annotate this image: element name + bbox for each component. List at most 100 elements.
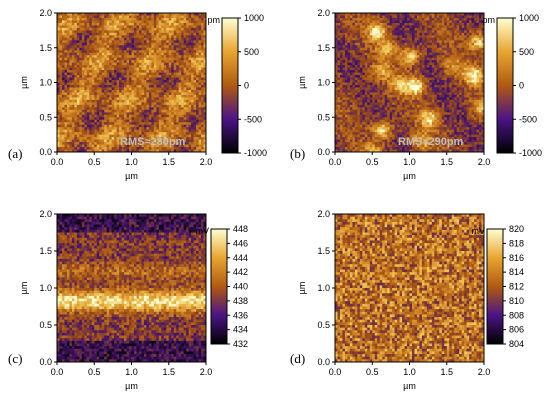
pixel	[156, 122, 160, 126]
pixel	[79, 114, 83, 118]
pixel	[357, 35, 361, 39]
pixel	[86, 35, 90, 39]
pixel	[446, 65, 450, 69]
pixel	[69, 104, 73, 108]
pixel	[161, 132, 165, 136]
pixel	[364, 67, 368, 71]
pixel	[183, 15, 187, 19]
pixel	[61, 82, 65, 86]
pixel	[106, 124, 110, 128]
pixel	[367, 13, 371, 16]
pixel	[186, 50, 190, 54]
pixel	[158, 30, 162, 34]
pixel	[471, 30, 475, 34]
pixel	[148, 47, 152, 51]
pixel	[161, 82, 165, 86]
pixel	[426, 52, 430, 56]
pixel	[148, 72, 152, 76]
pixel	[404, 15, 408, 19]
pixel	[57, 50, 60, 54]
pixel	[201, 109, 204, 113]
pixel	[104, 124, 108, 128]
pixel	[143, 55, 147, 59]
pixel	[424, 50, 428, 54]
pixel	[111, 50, 115, 54]
pixel	[74, 60, 78, 64]
pixel	[138, 65, 142, 69]
pixel	[394, 42, 398, 46]
pixel	[126, 65, 130, 69]
pixel	[61, 147, 65, 150]
pixel	[196, 37, 199, 41]
pixel	[434, 62, 438, 66]
pixel	[352, 15, 356, 19]
pixel	[188, 129, 192, 133]
pixel	[136, 30, 140, 34]
pixel	[111, 129, 115, 133]
pixel	[454, 70, 458, 73]
pixel	[379, 62, 383, 66]
pixel	[426, 72, 430, 76]
pixel	[342, 75, 346, 78]
pixel	[421, 50, 425, 54]
pixel	[379, 72, 383, 76]
pixel	[146, 119, 150, 123]
pixel	[133, 57, 137, 61]
pixel	[94, 134, 98, 138]
pixel	[146, 134, 150, 138]
pixel	[121, 122, 125, 126]
pixel	[407, 52, 410, 56]
pixel	[64, 30, 68, 34]
pixel	[86, 15, 90, 19]
pixel	[76, 55, 80, 59]
pixel	[131, 99, 135, 103]
pixel	[74, 107, 78, 111]
pixel	[71, 22, 75, 26]
pixel	[59, 17, 63, 21]
pixel	[99, 45, 103, 49]
pixel	[344, 35, 348, 39]
pixel	[379, 67, 383, 71]
pixel	[411, 32, 415, 36]
pixel	[198, 80, 202, 83]
pixel	[441, 72, 445, 76]
pixel	[129, 102, 132, 106]
pixel	[357, 60, 361, 64]
pixel	[79, 104, 83, 108]
pixel	[173, 75, 177, 78]
pixel	[133, 77, 137, 81]
pixel	[133, 30, 137, 34]
pixel	[421, 27, 425, 31]
pixel	[369, 57, 373, 61]
pixel	[402, 37, 405, 41]
pixel	[94, 62, 98, 66]
pixel	[168, 92, 172, 96]
pixel	[136, 149, 140, 153]
pixel	[114, 80, 117, 83]
pixel	[354, 67, 358, 71]
pixel	[377, 47, 381, 51]
pixel	[181, 94, 185, 98]
pixel	[66, 94, 70, 98]
pixel	[148, 139, 152, 143]
pixel	[446, 27, 450, 31]
pixel	[163, 97, 167, 101]
pixel	[126, 89, 130, 93]
pixel	[138, 124, 142, 128]
pixel	[377, 67, 381, 71]
pixel	[382, 47, 386, 51]
pixel	[372, 72, 376, 76]
pixel	[114, 124, 117, 128]
pixel	[74, 70, 78, 73]
pixel	[158, 52, 162, 56]
pixel	[129, 129, 132, 133]
pixel	[61, 37, 65, 41]
pixel	[451, 57, 455, 61]
pixel	[414, 27, 418, 31]
pixel	[171, 137, 175, 140]
pixel	[367, 67, 371, 71]
pixel	[121, 75, 125, 78]
pixel	[374, 77, 378, 81]
pixel	[104, 114, 108, 118]
pixel	[181, 139, 185, 143]
